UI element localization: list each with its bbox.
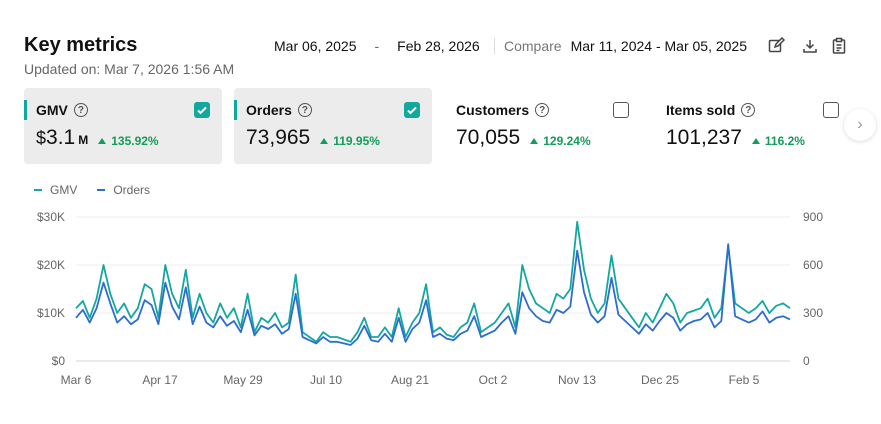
metric-delta: 116.2% xyxy=(751,134,805,148)
metric-value: 70,055 129.24% xyxy=(456,126,591,149)
help-icon[interactable]: ? xyxy=(297,103,312,117)
updated-timestamp: Updated on: Mar 7, 2026 1:56 AM xyxy=(24,61,235,77)
metric-delta: 135.92% xyxy=(98,134,159,148)
x-axis-tick-label: Mar 6 xyxy=(61,373,92,387)
legend-item-gmv[interactable]: GMV xyxy=(34,183,77,197)
series-line-orders[interactable] xyxy=(75,243,791,346)
chevron-right-icon: › xyxy=(857,116,863,133)
legend-swatch xyxy=(97,189,106,191)
series-color-bar xyxy=(24,100,27,120)
right-axis-tick-label: 600 xyxy=(803,258,823,272)
metric-label: Orders xyxy=(246,102,292,118)
download-icon[interactable] xyxy=(801,37,819,55)
metric-value: 101,237 116.2% xyxy=(666,126,805,149)
up-arrow-icon xyxy=(530,138,539,144)
up-arrow-icon xyxy=(98,138,107,144)
metric-checkbox[interactable] xyxy=(194,102,210,118)
compare-range-picker[interactable]: Compare Mar 11, 2024 - Mar 05, 2025 xyxy=(494,38,747,54)
edit-icon[interactable] xyxy=(767,37,785,55)
date-start: Mar 06, 2025 xyxy=(274,38,357,54)
left-axis-tick-label: $10K xyxy=(37,306,65,320)
metric-card-customers[interactable]: Customers? 70,055 129.24% xyxy=(444,88,642,164)
metric-checkbox[interactable] xyxy=(823,102,839,118)
legend-item-orders[interactable]: Orders xyxy=(97,183,150,197)
up-arrow-icon xyxy=(751,138,760,144)
help-icon[interactable]: ? xyxy=(73,103,88,117)
left-axis-tick-label: $30K xyxy=(37,210,65,224)
compare-range: Mar 11, 2024 - Mar 05, 2025 xyxy=(570,38,747,54)
metrics-line-chart[interactable]: $30K 900 $20K 600 $10K 300 $0 0 Mar 6 Apr 17 May 2… xyxy=(0,200,881,390)
metric-delta: 129.24% xyxy=(530,134,591,148)
metric-checkbox[interactable] xyxy=(404,102,420,118)
next-cards-button[interactable]: › xyxy=(844,109,876,141)
right-axis-tick-label: 900 xyxy=(803,210,823,224)
metric-value: $3.1 M 135.92% xyxy=(36,126,159,149)
metric-card-gmv[interactable]: GMV? $3.1 M 135.92% xyxy=(24,88,222,164)
clipboard-icon[interactable] xyxy=(830,37,848,55)
date-end: Feb 28, 2026 xyxy=(397,38,480,54)
right-axis-tick-label: 0 xyxy=(803,354,810,368)
metric-card-items-sold[interactable]: Items sold? 101,237 116.2% xyxy=(654,88,844,164)
series-color-bar xyxy=(234,100,237,120)
metric-checkbox[interactable] xyxy=(613,102,629,118)
x-axis-tick-label: Apr 17 xyxy=(142,373,178,387)
chart-legend: GMV Orders xyxy=(34,183,170,197)
metric-label: Items sold xyxy=(666,102,736,118)
page-title: Key metrics xyxy=(24,34,138,56)
divider xyxy=(494,38,495,54)
x-axis-tick-label: May 29 xyxy=(223,373,263,387)
left-axis-tick-label: $20K xyxy=(37,258,65,272)
metric-value: 73,965 119.95% xyxy=(246,126,380,149)
legend-swatch xyxy=(34,189,42,191)
series-line-gmv[interactable] xyxy=(75,220,791,343)
metric-delta: 119.95% xyxy=(320,134,380,148)
metric-card-orders[interactable]: Orders? 73,965 119.95% xyxy=(234,88,432,164)
metric-label: Customers xyxy=(456,102,530,118)
help-icon[interactable]: ? xyxy=(535,103,550,117)
x-axis-tick-label: Aug 21 xyxy=(391,373,429,387)
right-axis-tick-label: 300 xyxy=(803,306,823,320)
date-range-picker[interactable]: Mar 06, 2025 - Feb 28, 2026 xyxy=(274,38,480,54)
date-separator: - xyxy=(374,38,380,54)
metric-label: GMV xyxy=(36,102,68,118)
help-icon[interactable]: ? xyxy=(741,103,756,117)
x-axis-tick-label: Jul 10 xyxy=(310,373,342,387)
left-axis-tick-label: $0 xyxy=(52,354,66,368)
x-axis-tick-label: Feb 5 xyxy=(729,373,760,387)
up-arrow-icon xyxy=(320,138,329,144)
x-axis-tick-label: Oct 2 xyxy=(479,373,508,387)
compare-label: Compare xyxy=(504,38,562,54)
x-axis-tick-label: Nov 13 xyxy=(558,373,596,387)
x-axis-tick-label: Dec 25 xyxy=(641,373,679,387)
